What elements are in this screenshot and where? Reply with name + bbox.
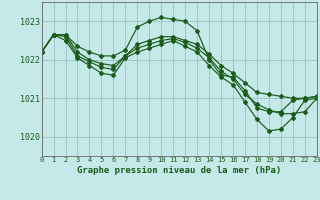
X-axis label: Graphe pression niveau de la mer (hPa): Graphe pression niveau de la mer (hPa) <box>77 166 281 175</box>
